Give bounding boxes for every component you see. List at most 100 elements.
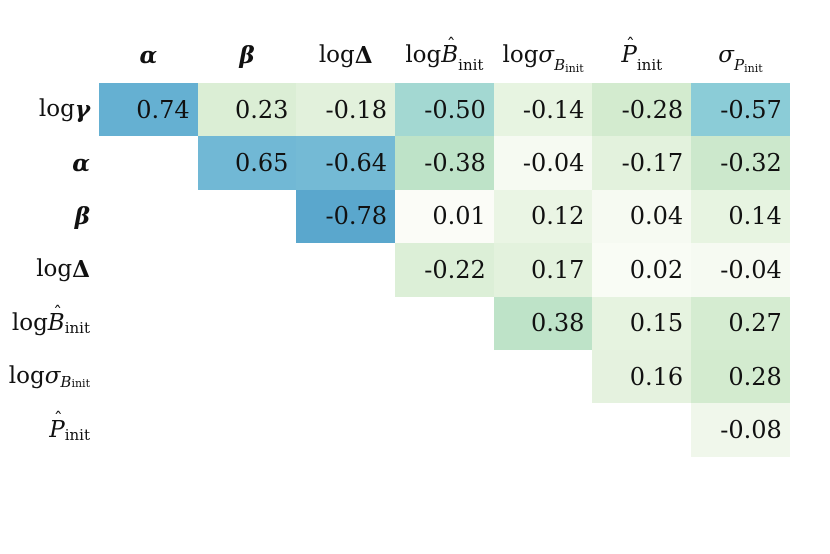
cell-value: -0.78 (325, 202, 388, 231)
matrix-cell: 0.15 (592, 296, 692, 350)
label-segment: init (64, 319, 90, 338)
matrix-cell: 0.38 (493, 296, 593, 350)
label-segment: σ (538, 42, 555, 68)
cell-value: 0.12 (531, 202, 585, 231)
matrix-cell-empty (198, 350, 297, 403)
label-segment: init (458, 55, 484, 74)
matrix-cell: 0.65 (197, 136, 297, 190)
matrix-cell: 0.23 (197, 83, 297, 137)
row-header: log γ (0, 83, 99, 136)
matrix-cell: -0.57 (691, 83, 790, 137)
matrix-cell: -0.32 (691, 136, 790, 190)
label-segment: init (636, 55, 663, 74)
row-header: log Δ (0, 243, 99, 296)
matrix-cell-empty (198, 403, 297, 456)
label-segment: B (441, 42, 459, 68)
label-segment: init (565, 61, 584, 75)
matrix-cell: 0.04 (592, 189, 692, 244)
label-segment: P (734, 55, 745, 74)
cell-value: -0.04 (522, 149, 585, 178)
matrix-cell: 0.02 (592, 243, 692, 297)
matrix-cell-empty (494, 350, 593, 403)
matrix-cell-empty (395, 297, 494, 350)
label-segment: log (11, 309, 48, 336)
label-segment: σ (44, 363, 61, 390)
matrix-cell-empty (296, 350, 395, 403)
matrix-cell-empty (198, 190, 297, 243)
cell-value: 0.74 (136, 95, 190, 124)
matrix-cell: -0.04 (493, 136, 593, 190)
label-segment: β (74, 202, 90, 230)
matrix-cell-empty (99, 190, 198, 243)
label-segment: α (139, 42, 158, 69)
label-segment: init (71, 376, 90, 390)
matrix-cell-empty (296, 403, 395, 456)
matrix-cell: -0.17 (592, 136, 692, 190)
cell-value: 0.15 (629, 309, 684, 338)
label-segment: log (405, 42, 442, 68)
label-segment: Δ (72, 256, 90, 284)
cell-value: 0.02 (629, 255, 684, 284)
label-segment: log (502, 42, 539, 68)
matrix-cell: 0.12 (493, 189, 593, 244)
column-header: log Δ (296, 0, 395, 83)
matrix-cell-empty (99, 403, 198, 456)
label-segment: α (72, 149, 90, 177)
label-segment: log (38, 96, 75, 123)
cell-value: -0.38 (424, 149, 486, 178)
cell-value: -0.50 (424, 95, 486, 124)
matrix-cell: -0.38 (395, 136, 494, 190)
cell-value: -0.18 (325, 95, 388, 124)
row-header: α (0, 136, 99, 189)
matrix-cell-empty (494, 403, 593, 456)
matrix-cell: -0.64 (296, 136, 396, 190)
cell-value: 0.65 (234, 149, 289, 178)
cell-value: -0.64 (325, 149, 388, 178)
label-segment: init (64, 426, 90, 445)
row-header: β (0, 190, 99, 243)
label-segment: β (239, 42, 255, 69)
matrix-cell-empty (99, 297, 198, 350)
matrix-cell-empty (99, 350, 198, 403)
matrix-cell-empty (198, 243, 297, 296)
matrix-cell: -0.50 (395, 83, 494, 137)
label-segment: log (318, 42, 355, 68)
cell-value: -0.57 (720, 95, 782, 124)
label-segment: init (744, 61, 763, 75)
matrix-cell-empty (395, 350, 494, 403)
label-segment: B (554, 55, 566, 74)
matrix-cell-empty (296, 297, 395, 350)
label-segment: log (36, 256, 73, 283)
matrix-cell-empty (198, 297, 297, 350)
matrix-cell: 0.74 (99, 83, 198, 137)
cell-value: 0.01 (432, 202, 486, 231)
matrix-cell: -0.78 (296, 189, 396, 244)
cell-value: 0.28 (728, 362, 782, 391)
matrix-cell-empty (592, 403, 691, 456)
hat-accent: ˆ (446, 34, 456, 56)
label-segment: P (621, 42, 637, 68)
matrix-cell: 0.28 (691, 349, 790, 404)
cell-value: 0.38 (531, 309, 585, 338)
matrix-cell: -0.28 (592, 83, 692, 137)
cell-value: 0.27 (728, 309, 782, 338)
hat-accent: ˆ (53, 302, 63, 324)
label-segment: B (60, 372, 72, 391)
column-header: α (99, 0, 198, 83)
matrix-cell-empty (296, 243, 395, 296)
corner-cell (0, 0, 99, 83)
label-segment: γ (74, 96, 90, 124)
cell-value: -0.04 (720, 255, 782, 284)
label-segment: B (47, 309, 65, 336)
label-segment: log (8, 363, 45, 390)
